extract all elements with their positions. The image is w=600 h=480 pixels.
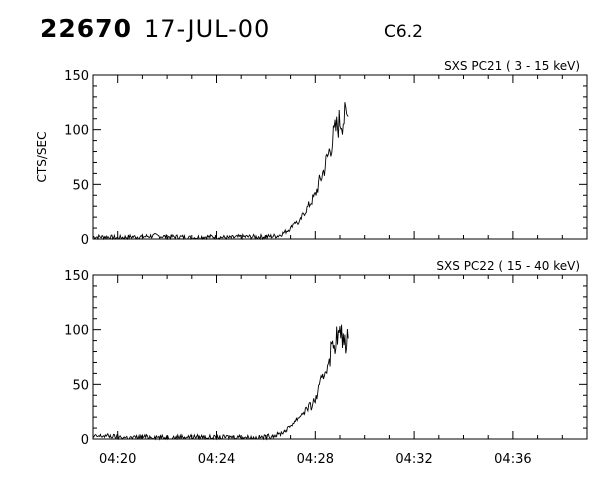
x-tick-label: 04:32	[395, 452, 432, 467]
y-tick-label: 50	[72, 378, 89, 393]
series-line	[92, 324, 349, 441]
y-tick-label: 150	[64, 69, 89, 84]
y-tick-label: 150	[64, 269, 89, 284]
panel-title: SXS PC22 ( 15 - 40 keV)	[436, 259, 580, 273]
x-tick-label: 04:36	[494, 452, 531, 467]
y-tick-label: 0	[81, 233, 89, 248]
event-number: 22670	[40, 14, 132, 43]
y-tick-label: 0	[81, 433, 89, 448]
series-line	[92, 102, 349, 241]
event-date: 17-JUL-00	[144, 15, 271, 43]
x-tick-label: 04:24	[198, 452, 235, 467]
plot-frame	[92, 74, 588, 240]
flare-class: C6.2	[384, 22, 423, 42]
y-axis-label: CTS/SEC	[35, 132, 49, 183]
y-tick-label: 100	[64, 124, 89, 139]
x-tick-label: 04:28	[297, 452, 334, 467]
y-tick-label: 50	[72, 178, 89, 193]
panel-pc21: SXS PC21 ( 3 - 15 keV) CTS/SEC 0 50 100 150	[35, 59, 588, 248]
x-tick-label: 04:20	[99, 452, 136, 467]
panel-title: SXS PC21 ( 3 - 15 keV)	[444, 59, 580, 73]
panel-pc22: SXS PC22 ( 15 - 40 keV) 0 50 100 150 04:20 04:…	[64, 259, 588, 467]
y-tick-label: 100	[64, 324, 89, 339]
plot-frame	[92, 274, 588, 440]
